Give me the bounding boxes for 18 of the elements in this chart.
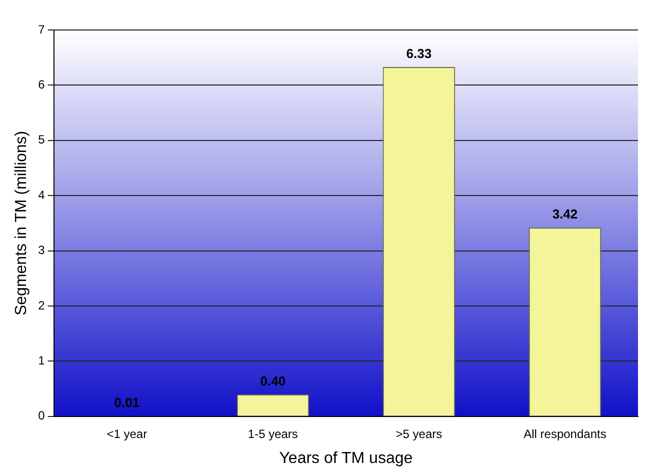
data-label: 0.40 bbox=[260, 373, 286, 388]
y-tick-label: 4 bbox=[38, 188, 46, 202]
y-tick-label: 5 bbox=[38, 132, 46, 147]
y-tick-label: 2 bbox=[38, 298, 46, 312]
x-tick-label: <1 year bbox=[106, 426, 148, 441]
x-axis-title: Years of TM usage bbox=[279, 450, 413, 467]
y-tick-label: 6 bbox=[38, 78, 46, 92]
y-axis-title: Segments in TM (millions) bbox=[13, 130, 30, 316]
x-tick-label: All respondants bbox=[524, 426, 606, 441]
y-tick-label: 0 bbox=[38, 408, 46, 423]
y-tick-label: 3 bbox=[38, 243, 46, 258]
data-label: 6.33 bbox=[406, 46, 432, 62]
x-tick-label: >5 years bbox=[396, 426, 442, 441]
y-tick-label: 1 bbox=[38, 354, 46, 368]
data-label: 3.42 bbox=[552, 206, 578, 222]
data-label: 0.01 bbox=[114, 394, 140, 410]
x-tick-label: 1-5 years bbox=[248, 426, 298, 441]
y-tick-label: 7 bbox=[38, 22, 46, 36]
